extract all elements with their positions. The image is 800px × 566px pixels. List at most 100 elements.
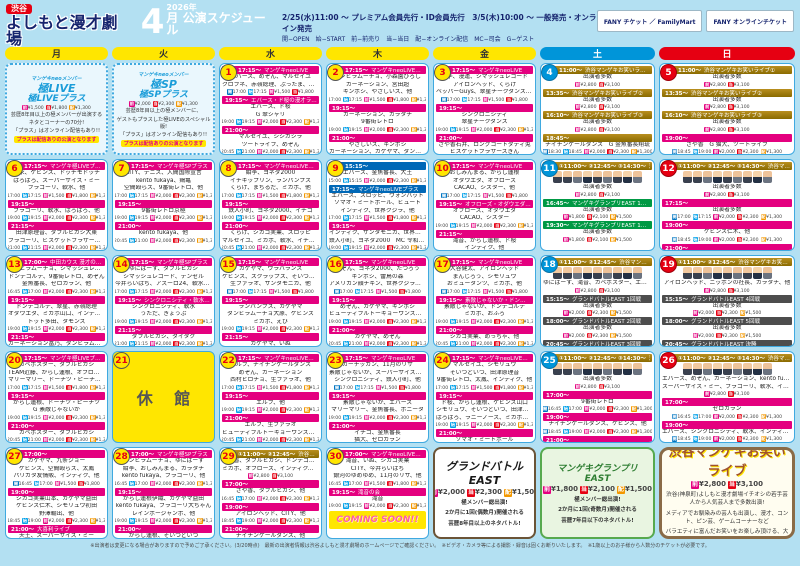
show-block: ①11:00〜 ②12:45〜渋谷マンゲキお笑いライブさや香、ダブルヒガシ、ドン… <box>222 450 319 479</box>
show-list: 17:15〜 マンゲキneoLIVE 大谷健太、アイロンヘッド まんじろう、シモリュウ… <box>436 258 533 347</box>
show-block: 16:10〜 渋谷マンゲキお笑いライブ③ 出演者多数 前¥2,800 当¥3,100 <box>662 111 792 133</box>
price-type-icon: 配 <box>90 437 96 443</box>
performer-photo <box>722 363 732 375</box>
performer-line: さや香、ダブルヒガシ、他 <box>235 488 306 495</box>
show-title: 渋谷マンゲキお笑いライブ <box>767 356 790 362</box>
show-header: 17:15〜 マンゲキ極SPプラス <box>115 162 212 170</box>
info-box-description-line: 2か月に1回(奇数月)開催される <box>558 507 637 514</box>
show-header: 18:00〜 グランドバトルEAST 2回戦 <box>543 317 652 326</box>
show-title: 渋谷マンゲキお笑いライブ③ <box>691 113 762 120</box>
performer-photo <box>762 171 772 183</box>
price-token: 当¥3,100 <box>728 81 750 88</box>
performer-photo <box>752 267 762 279</box>
month-number: 4 <box>140 2 165 42</box>
price-token: 開19:00 <box>222 407 234 413</box>
price-token: 当¥2,300 <box>173 215 196 222</box>
price-token: 配¥1,500 <box>610 214 632 221</box>
show-list: 11:00〜 渋谷マンゲキお笑いライブ① 出演者多数 前¥2,800 当¥3,100 13… <box>543 66 652 154</box>
price-token: 前¥2,000 <box>470 318 493 325</box>
day-cell: 20 17:15〜 マンゲキ極LIVEプラス カベポスター、ダブルヒガシ TEAM近藤、… <box>5 351 108 443</box>
show-time: 17:15〜 <box>345 68 369 74</box>
price-type-icon: 前 <box>563 310 569 316</box>
performer-line: 出演者多数 <box>712 325 742 332</box>
price-token: 始17:15 <box>236 192 255 199</box>
price-type-icon: 当 <box>736 413 743 420</box>
price-token: 始17:00 <box>33 480 53 487</box>
performer-line: カーネーション、カゲヤマ、ダンビラムーチョ <box>329 149 426 155</box>
show-title: マンゲキ極SPプラス <box>157 164 208 170</box>
performer-line: 出演者多数 <box>712 184 742 190</box>
price-token: 始19:15 <box>343 414 362 421</box>
show-header: 21:00〜 <box>222 222 319 231</box>
price-token: 当¥3,100 <box>271 473 294 480</box>
closed-label: 休 館 <box>136 389 199 408</box>
price-token: 当¥2,100 <box>586 236 609 243</box>
show-time: 19:15〜 <box>225 201 249 208</box>
price-line: 開16:45 始17:00 前¥1,500 当¥1,800 <box>8 480 105 487</box>
performer-photo <box>742 267 752 279</box>
price-token: 配¥1,300 <box>90 384 105 391</box>
day-cell: 17 17:15〜 マンゲキneoLIVE 大谷健太、アイロンヘッド まんじろう、シモリ… <box>433 255 536 347</box>
show-list: ①11:00〜 ②12:45〜渋谷マンゲキお笑いライブゆにばーす、滝音、カベポス… <box>543 258 652 346</box>
show-header: 19:15〜 <box>329 222 426 231</box>
show-block: 17:15〜マンゲキneoLIVEプラスダンビラムーチョ、小森園ひろしカーネーシ… <box>329 66 426 103</box>
performer-line: くらげ、シカゴ実業、スロッピ <box>230 230 311 237</box>
performer-photo <box>553 267 562 279</box>
show-header: 17:15〜 マンゲキ極LIVEプラス <box>8 354 105 362</box>
show-title: マンゲキneoLIVEプラス <box>478 356 531 362</box>
show-block: 21:00〜くらげ、シカゴ実業、スロッピマルセイユ、ミカボ、軟水、イチゴ、野澤輸… <box>222 222 319 250</box>
show-title: 渋谷マンゲキお笑いライブ① <box>585 68 650 74</box>
show-title: マンゲキneoLIVEプラス <box>358 186 419 193</box>
price-type-icon: 当 <box>467 489 475 498</box>
price-token: 始21:00 <box>129 237 148 244</box>
price-type-icon: 配 <box>90 326 96 332</box>
price-type-icon: 前 <box>713 214 719 220</box>
price-token: 前¥2,000 <box>42 414 65 421</box>
price-token: 前¥2,800 <box>574 126 597 133</box>
performer-photo-strip <box>662 363 792 375</box>
price-token: 前¥2,000 <box>713 149 735 155</box>
footnote: ※出演者は変更になる場合がありますので予めご了承ください。(3/20時点) 最新… <box>90 543 710 549</box>
performer-line: からし蓮根、ドーナツ・ピーナツ <box>13 399 100 406</box>
show-time: 21:00〜 <box>11 527 35 534</box>
price-token: 始19:15 <box>22 215 41 222</box>
price-token: 配¥1,300 <box>304 437 319 443</box>
sale-info-block: 2/25(水)11:00 〜 プレミアム会員先行・ID会員先行 3/5(木)10… <box>282 4 597 44</box>
price-token: 前¥2,000 <box>256 215 279 222</box>
price-token: 当¥2,300 <box>173 288 196 295</box>
show-time: 19:00〜 <box>665 422 689 429</box>
show-header: 19:00〜 <box>662 221 792 230</box>
price-token: 配¥1,300 <box>411 503 426 510</box>
price-type-icon: 始 <box>450 126 456 133</box>
show-time: 18:45〜 <box>546 135 570 142</box>
price-type-icon: 前 <box>247 473 254 479</box>
price-type-icon: 配 <box>760 214 767 220</box>
show-block: 17:15〜 マンゲキ極LIVEプラス カベポスター、ダブルヒガシ TEAM近藤、から… <box>8 354 105 391</box>
price-line: 開17:00 始17:15 前¥1,500 当¥1,800 <box>329 288 426 295</box>
price-line: 前¥2,800 当¥3,100 <box>662 126 792 133</box>
price-token: 当¥2,300 <box>387 177 410 184</box>
show-time: 17:15〜 <box>238 68 262 74</box>
info-box-price: 前¥2,800 当¥3,100 <box>690 480 763 489</box>
price-type-icon: 当 <box>494 341 500 347</box>
show-block: 19:00〜 ケビンス仁木、他 開18:45 始19:00 前¥2,000 当¥2,300… <box>662 221 792 243</box>
price-token: 当¥2,300 <box>736 236 759 243</box>
performer-line: 銀河のゆめゆめ、11月のリサ、他 <box>333 473 422 480</box>
show-header: 15:15〜 グランドバトルEAST 1回戦 <box>543 294 652 303</box>
price-type-icon: 当 <box>78 480 84 487</box>
price-type-icon: 当 <box>598 287 604 294</box>
price-type-icon: 当 <box>66 215 72 221</box>
show-block: 17:15〜 マンゲキneoLIVE めぞん、ヨネダ2000、たつろう キンボシ、雷鳥… <box>329 258 426 295</box>
price-token: 配¥1,300 <box>197 341 212 347</box>
show-header: 21:15〜 <box>436 229 533 238</box>
price-token: 始17:00 <box>129 480 148 487</box>
show-time: 17:15〜 <box>452 260 476 266</box>
show-time: 17:15〜 <box>452 356 476 362</box>
price-type-icon: 始 <box>343 177 349 184</box>
price-token: 配¥1,300 <box>197 192 212 199</box>
price-token: 前¥2,000 <box>563 332 585 339</box>
performer-line: シンクロニシティ <box>461 111 508 118</box>
